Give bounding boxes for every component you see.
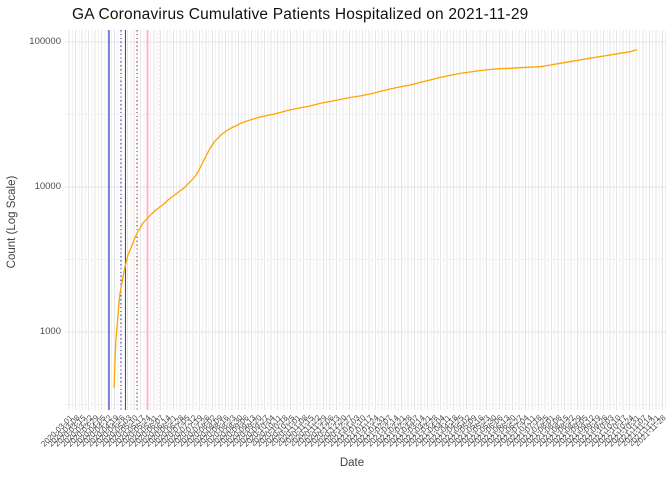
plot-panel — [65, 30, 666, 410]
chart-title: GA Coronavirus Cumulative Patients Hospi… — [72, 6, 529, 23]
y-tick-label: 10000 — [34, 181, 61, 192]
y-tick-label: 1000 — [39, 326, 61, 337]
y-tick-label: 100000 — [29, 36, 61, 47]
x-axis-title: Date — [339, 457, 365, 469]
series-line-cumulative-patients-hospitalized — [113, 49, 638, 389]
chart-canvas — [65, 30, 666, 410]
